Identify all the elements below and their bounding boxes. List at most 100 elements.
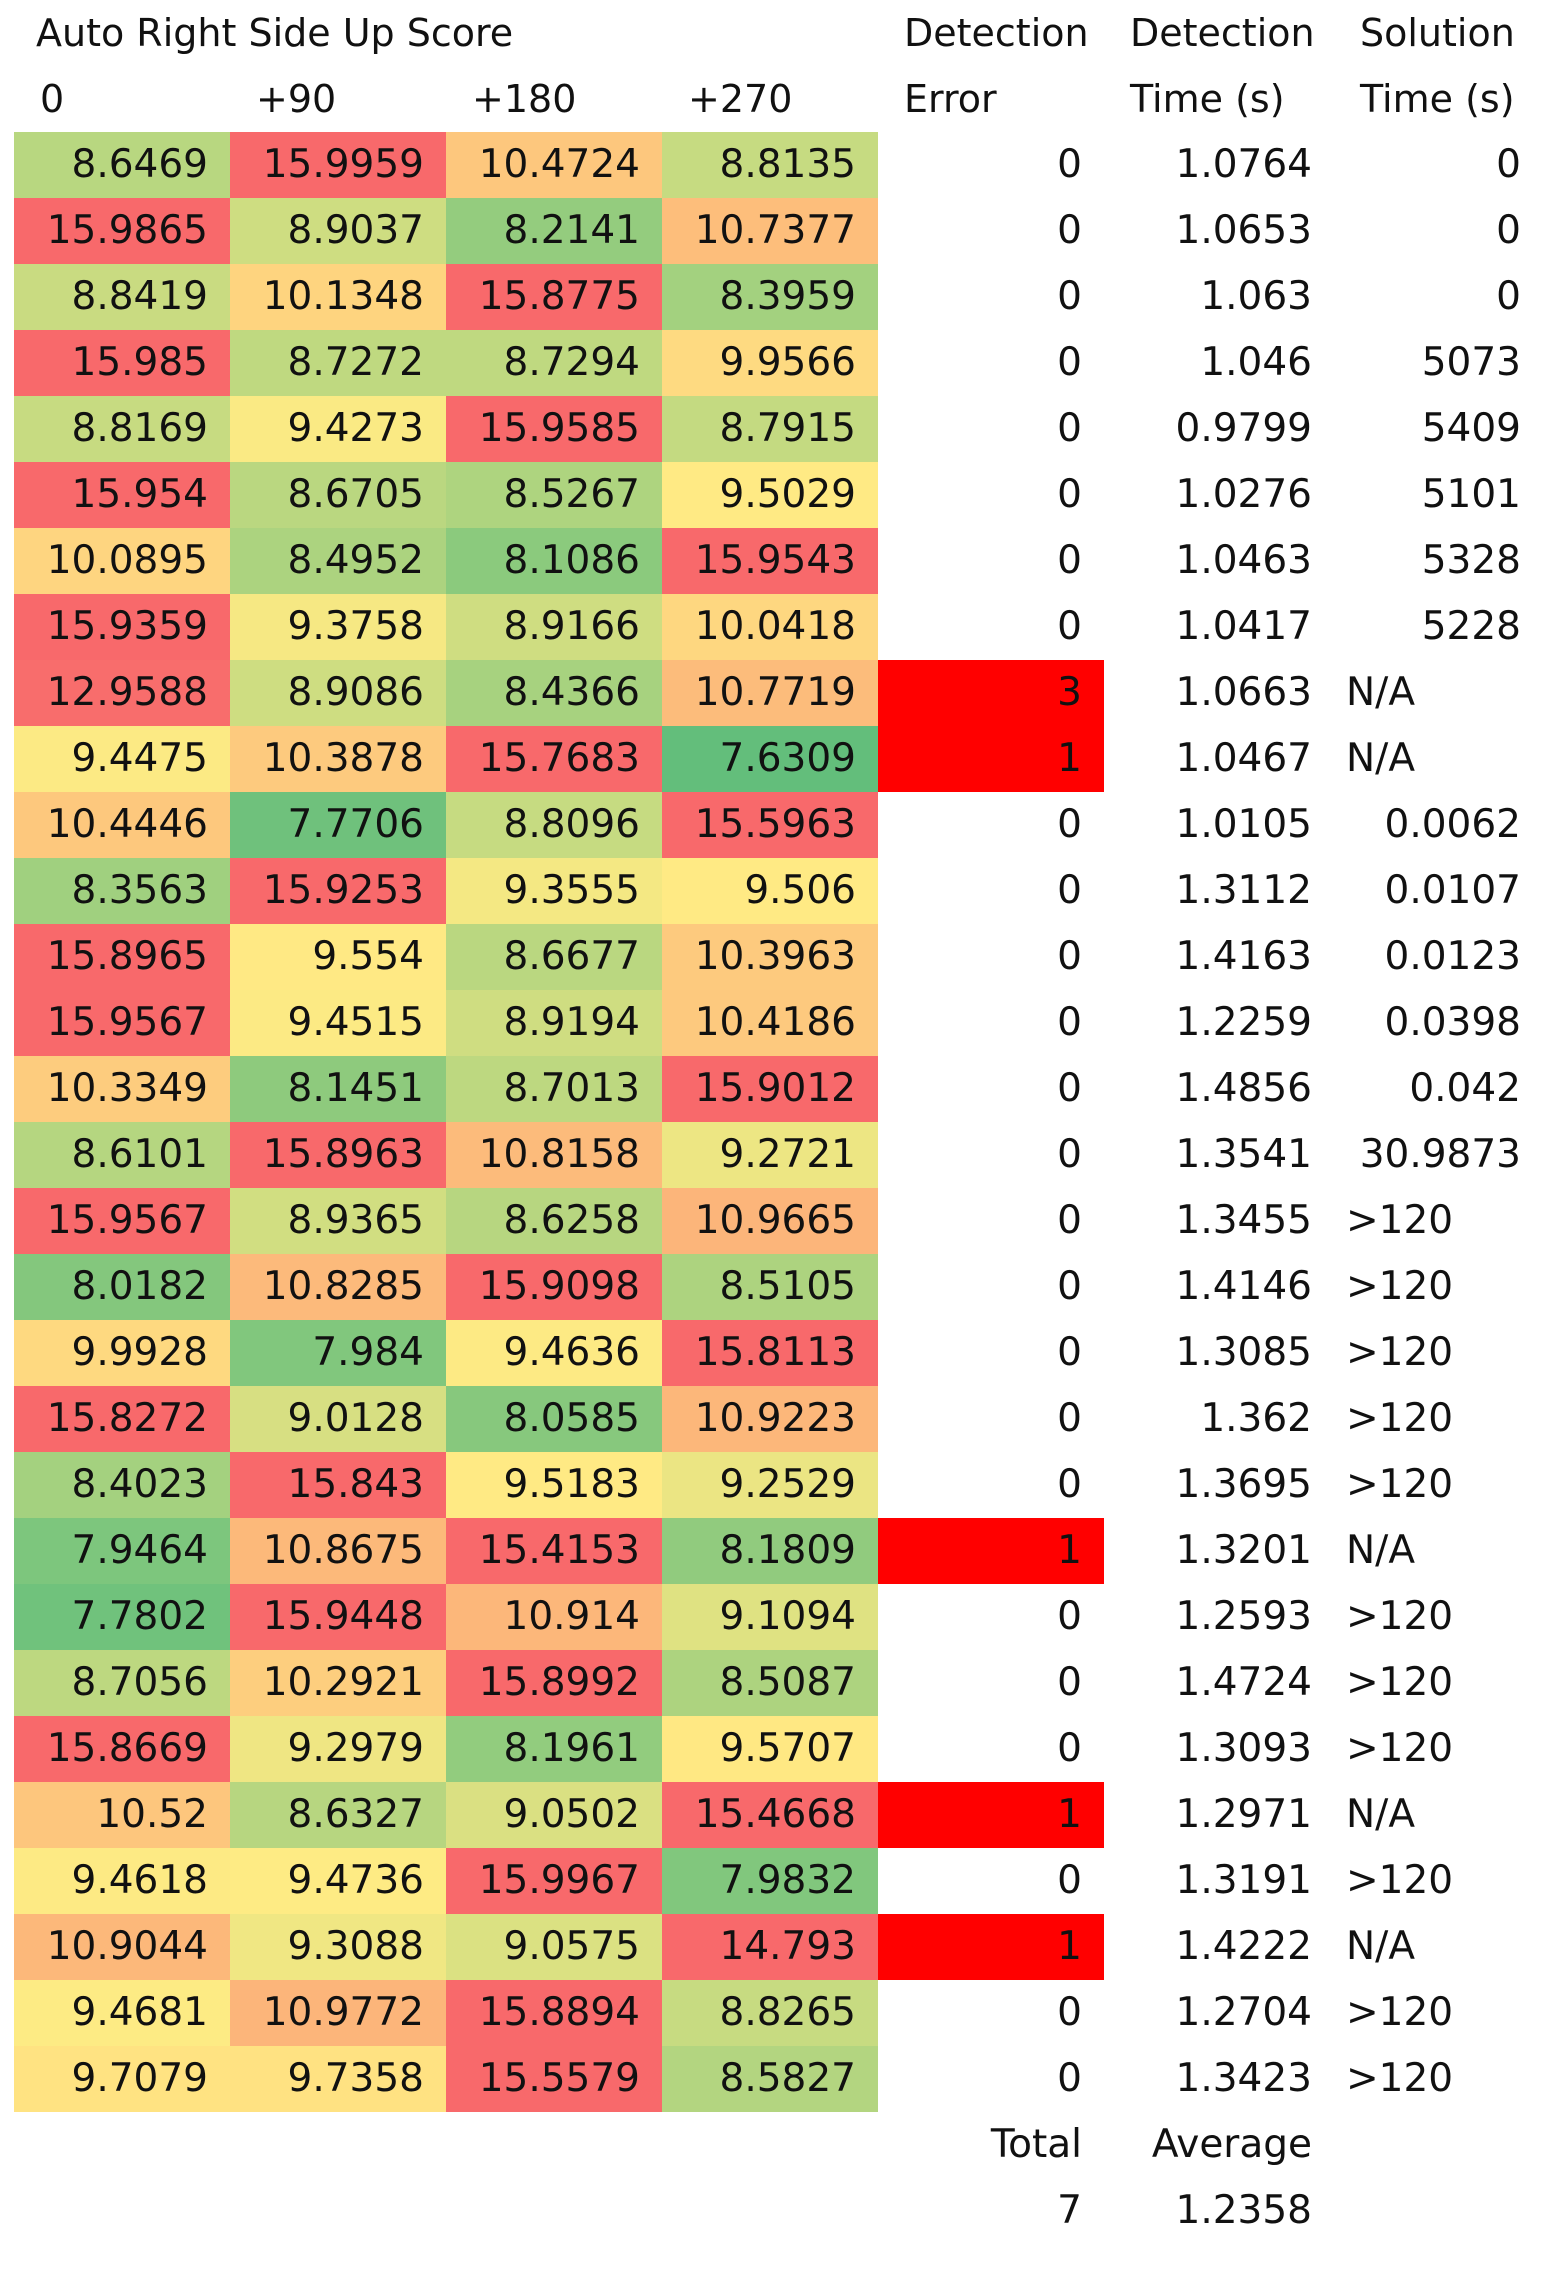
score-0-cell: 15.8272 [14,1386,230,1452]
score-270-cell: 15.8113 [662,1320,878,1386]
score-270-cell: 10.7377 [662,198,878,264]
solution-time-cell: 5073 [1421,340,1521,385]
score-90-cell: 7.984 [230,1320,446,1386]
score-180-cell: 15.9098 [446,1254,662,1320]
score-90-cell: 15.8963 [230,1122,446,1188]
solution-time-cell: 0.0398 [1384,1000,1521,1045]
solution-time-cell: >120 [1346,1594,1454,1639]
score-0-cell: 15.985 [14,330,230,396]
detection-error-cell: 0 [1057,472,1082,517]
score-270-cell: 10.0418 [662,594,878,660]
error-header: Error [904,77,997,121]
score-180-cell: 15.8894 [446,1980,662,2046]
solution-time-cell: N/A [1346,670,1415,715]
score-90-cell: 15.843 [230,1452,446,1518]
detection-time-cell: 1.0463 [1175,538,1312,583]
score-180-cell: 9.0575 [446,1914,662,1980]
score-90-cell: 8.9086 [230,660,446,726]
solution-time-cell: >120 [1346,1396,1454,1441]
score-0-cell: 9.4681 [14,1980,230,2046]
score-90-cell: 9.3758 [230,594,446,660]
score-0-cell: 10.0895 [14,528,230,594]
score-180-cell: 15.4153 [446,1518,662,1584]
score-0-cell: 8.7056 [14,1650,230,1716]
detection-error-cell: 1 [878,1914,1104,1980]
score-270-cell: 8.8135 [662,132,878,198]
score-0-cell: 15.8669 [14,1716,230,1782]
detection-error-cell: 0 [1057,1066,1082,1111]
detection-time-cell: 1.063 [1200,274,1312,319]
score-90-cell: 9.4736 [230,1848,446,1914]
score-270-cell: 10.4186 [662,990,878,1056]
average-label: Average [1151,2122,1312,2167]
score-0-cell: 12.9588 [14,660,230,726]
detection-time-cell: 1.4724 [1175,1660,1312,1705]
detection-time-cell: 1.0663 [1175,670,1312,715]
score-90-cell: 8.6327 [230,1782,446,1848]
score-270-cell: 9.2529 [662,1452,878,1518]
detection-error-cell: 0 [1057,1330,1082,1375]
detection-time-cell: 1.2593 [1175,1594,1312,1639]
score-0-cell: 7.9464 [14,1518,230,1584]
score-90-cell: 8.7272 [230,330,446,396]
score-0-cell: 8.4023 [14,1452,230,1518]
score-0-cell: 10.4446 [14,792,230,858]
detection-time-cell: 1.3191 [1175,1858,1312,1903]
detection-error-cell: 0 [1057,1462,1082,1507]
score-0-cell: 8.6469 [14,132,230,198]
score-180-cell: 8.8096 [446,792,662,858]
score-90-cell: 10.8285 [230,1254,446,1320]
score-90-cell: 7.7706 [230,792,446,858]
detection-error-cell: 0 [1057,1198,1082,1243]
detection-error-cell: 1 [878,1518,1104,1584]
score-180-cell: 8.5267 [446,462,662,528]
detection-time-cell: 1.4856 [1175,1066,1312,1111]
score-270-cell: 14.793 [662,1914,878,1980]
angle-90-header: +90 [256,77,337,121]
angle-180-header: +180 [472,77,577,121]
solution-time-cell: 5409 [1421,406,1521,451]
score-0-cell: 8.8419 [14,264,230,330]
solution-time-cell: 0 [1496,208,1521,253]
score-180-cell: 15.7683 [446,726,662,792]
detection-error-header-top: Detection [904,11,1089,55]
score-180-cell: 8.7013 [446,1056,662,1122]
detection-time-cell: 1.3455 [1175,1198,1312,1243]
detection-time-cell: 1.0105 [1175,802,1312,847]
score-90-cell: 9.4273 [230,396,446,462]
score-270-cell: 8.3959 [662,264,878,330]
score-90-cell: 8.9365 [230,1188,446,1254]
score-270-cell: 9.2721 [662,1122,878,1188]
solution-time-cell: N/A [1346,736,1415,781]
solution-time-cell: N/A [1346,1792,1415,1837]
score-270-cell: 8.8265 [662,1980,878,2046]
detection-time-cell: 1.4146 [1175,1264,1312,1309]
solution-time-cell: >120 [1346,1198,1454,1243]
score-270-cell: 15.5963 [662,792,878,858]
solution-time-header: Time (s) [1360,77,1515,121]
score-0-cell: 10.3349 [14,1056,230,1122]
score-180-cell: 8.6677 [446,924,662,990]
detection-time-cell: 1.362 [1200,1396,1312,1441]
solution-time-cell: 0 [1496,274,1521,319]
score-270-cell: 9.1094 [662,1584,878,1650]
detection-error-cell: 1 [878,726,1104,792]
detection-time-cell: 1.3541 [1175,1132,1312,1177]
score-0-cell: 8.8169 [14,396,230,462]
detection-error-cell: 0 [1057,208,1082,253]
detection-error-cell: 0 [1057,604,1082,649]
score-270-cell: 15.9543 [662,528,878,594]
solution-time-cell: >120 [1346,1660,1454,1705]
detection-time-cell: 1.3112 [1175,868,1312,913]
score-0-cell: 8.3563 [14,858,230,924]
score-180-cell: 9.4636 [446,1320,662,1386]
average-value: 1.2358 [1175,2188,1312,2233]
solution-time-cell: 0 [1496,142,1521,187]
total-label: Total [990,2122,1082,2167]
score-90-cell: 10.9772 [230,1980,446,2046]
score-0-cell: 9.9928 [14,1320,230,1386]
detection-time-cell: 1.0276 [1175,472,1312,517]
score-180-cell: 9.5183 [446,1452,662,1518]
detection-error-cell: 0 [1057,2056,1082,2101]
detection-error-cell: 0 [1057,802,1082,847]
